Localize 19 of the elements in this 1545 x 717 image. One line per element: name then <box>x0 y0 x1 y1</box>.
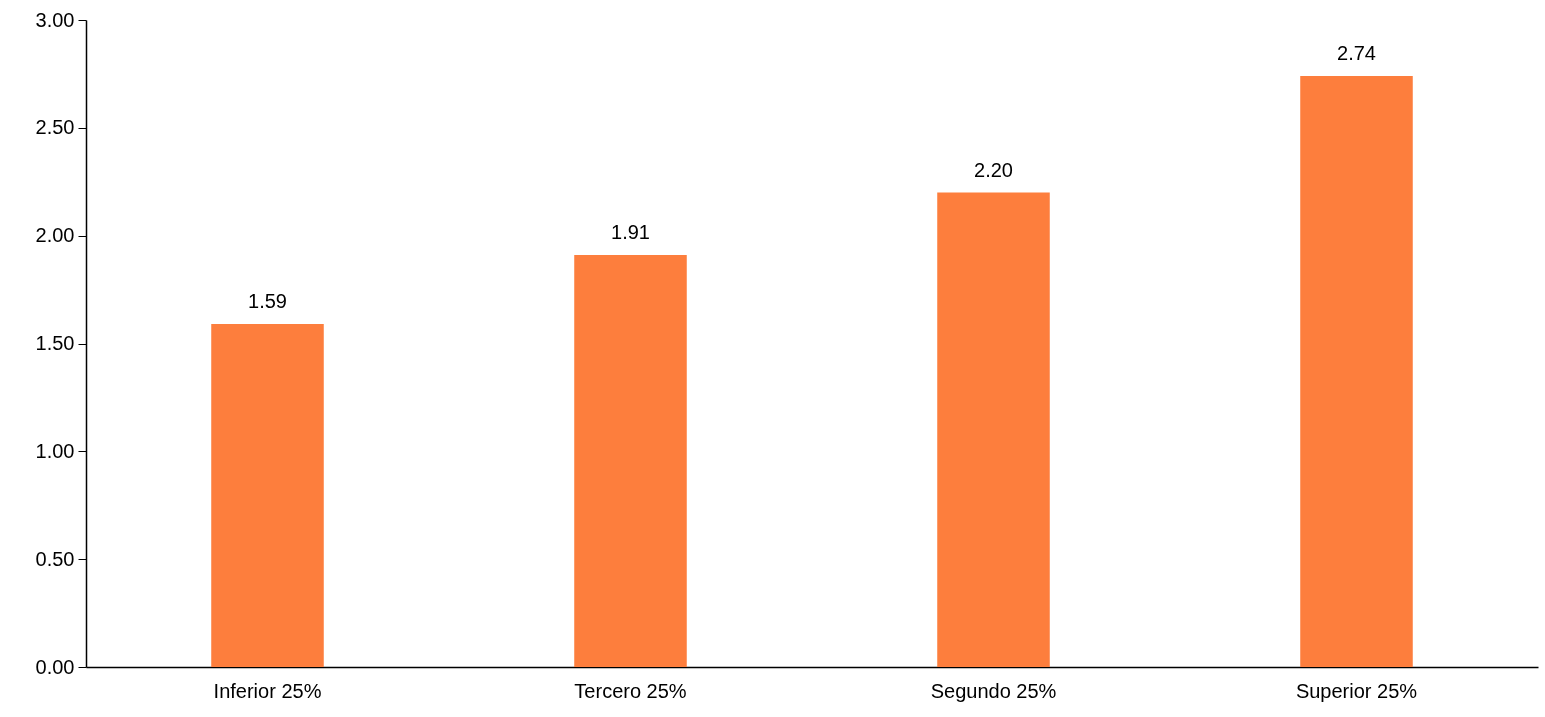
y-tick-label: 2.50 <box>35 116 75 139</box>
bar <box>211 324 324 667</box>
x-tick-label: Segundo 25% <box>930 679 1057 702</box>
data-label: 1.59 <box>248 290 287 313</box>
y-tick-label: 0.50 <box>35 547 75 570</box>
x-tick-label: Inferior 25% <box>213 679 322 702</box>
y-tick-label: 2.00 <box>35 224 75 247</box>
y-tick-label: 3.00 <box>35 8 75 31</box>
y-tick-label: 1.50 <box>35 332 75 354</box>
data-label: 1.91 <box>611 221 650 244</box>
bar <box>574 255 687 667</box>
y-tick-label: 1.00 <box>35 439 75 462</box>
bar <box>1300 76 1413 667</box>
x-tick-label: Superior 25% <box>1295 679 1418 702</box>
data-label: 2.74 <box>1337 42 1376 65</box>
data-label: 2.20 <box>974 158 1013 181</box>
x-tick-label: Tercero 25% <box>574 679 687 702</box>
bar <box>937 192 1050 667</box>
y-tick-label: 0.00 <box>35 655 75 678</box>
